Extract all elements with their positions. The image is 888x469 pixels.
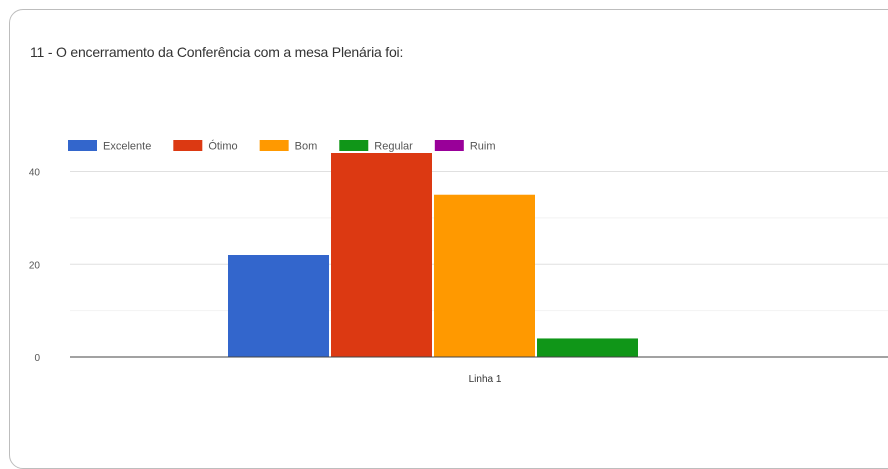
legend-label: Regular <box>374 141 413 153</box>
legend-swatch <box>434 140 464 151</box>
legend-label: Ruim <box>470 141 496 153</box>
legend: Excelente Ótimo Bom Regular Ruim <box>68 140 495 153</box>
legend-label: Bom <box>295 141 318 153</box>
bar-chart: 0 20 40 Linha 1 Excelente Ótimo Bom Regular Rui… <box>29 140 888 385</box>
y-tick-label: 0 <box>34 353 40 364</box>
legend-swatch <box>173 140 203 151</box>
legend-label: Excelente <box>103 141 151 153</box>
bar-otimo <box>331 153 432 357</box>
legend-label: Ótimo <box>208 140 237 153</box>
chart-title: 11 - O encerramento da Conferência com a… <box>30 44 404 60</box>
bar-excelente <box>228 255 329 357</box>
axis-layer: 0 20 40 Linha 1 <box>29 168 888 385</box>
bar-regular <box>537 338 638 357</box>
legend-swatch <box>259 140 289 151</box>
bar-bom <box>434 194 535 357</box>
x-category-label: Linha 1 <box>469 374 502 385</box>
bars-layer <box>228 153 638 357</box>
legend-swatch <box>339 140 369 151</box>
y-tick-label: 20 <box>29 260 41 271</box>
legend-swatch <box>68 140 97 151</box>
y-tick-label: 40 <box>29 168 41 179</box>
